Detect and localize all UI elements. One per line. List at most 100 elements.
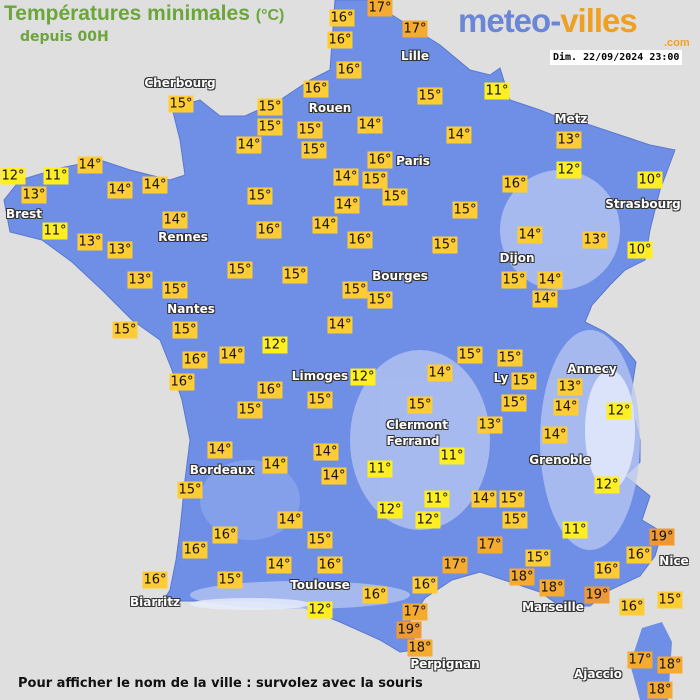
temperature-label[interactable]: 19° bbox=[649, 528, 675, 546]
temperature-label[interactable]: 15° bbox=[168, 95, 194, 113]
temperature-label[interactable]: 13° bbox=[77, 233, 103, 251]
temperature-label[interactable]: 15° bbox=[502, 511, 528, 529]
temperature-label[interactable]: 15° bbox=[499, 490, 525, 508]
temperature-label[interactable]: 14° bbox=[553, 398, 579, 416]
temperature-label[interactable]: 15° bbox=[112, 321, 138, 339]
temperature-label[interactable]: 12° bbox=[377, 501, 403, 519]
temperature-label[interactable]: 14° bbox=[532, 290, 558, 308]
temperature-label[interactable]: 15° bbox=[432, 236, 458, 254]
temperature-label[interactable]: 16° bbox=[142, 571, 168, 589]
temperature-label[interactable]: 15° bbox=[172, 321, 198, 339]
temperature-label[interactable]: 13° bbox=[556, 131, 582, 149]
temperature-label[interactable]: 18° bbox=[407, 639, 433, 657]
temperature-label[interactable]: 14° bbox=[427, 364, 453, 382]
temperature-label[interactable]: 16° bbox=[317, 556, 343, 574]
temperature-label[interactable]: 16° bbox=[626, 546, 652, 564]
temperature-label[interactable]: 15° bbox=[257, 118, 283, 136]
temperature-label[interactable]: 15° bbox=[407, 396, 433, 414]
temperature-label[interactable]: 13° bbox=[557, 378, 583, 396]
temperature-label[interactable]: 14° bbox=[262, 456, 288, 474]
temperature-label[interactable]: 13° bbox=[107, 241, 133, 259]
temperature-label[interactable]: 15° bbox=[297, 121, 323, 139]
temperature-label[interactable]: 14° bbox=[219, 346, 245, 364]
temperature-label[interactable]: 15° bbox=[301, 141, 327, 159]
temperature-label[interactable]: 15° bbox=[227, 261, 253, 279]
temperature-label[interactable]: 16° bbox=[336, 61, 362, 79]
temperature-label[interactable]: 12° bbox=[262, 336, 288, 354]
temperature-label[interactable]: 11° bbox=[439, 447, 465, 465]
temperature-label[interactable]: 17° bbox=[627, 651, 653, 669]
temperature-label[interactable]: 12° bbox=[350, 368, 376, 386]
temperature-label[interactable]: 14° bbox=[312, 216, 338, 234]
temperature-label[interactable]: 14° bbox=[77, 156, 103, 174]
temperature-label[interactable]: 14° bbox=[321, 467, 347, 485]
temperature-label[interactable]: 10° bbox=[627, 241, 653, 259]
temperature-label[interactable]: 14° bbox=[162, 211, 188, 229]
temperature-label[interactable]: 16° bbox=[212, 526, 238, 544]
temperature-label[interactable]: 16° bbox=[594, 561, 620, 579]
temperature-label[interactable]: 14° bbox=[327, 316, 353, 334]
temperature-label[interactable]: 14° bbox=[517, 226, 543, 244]
temperature-label[interactable]: 13° bbox=[127, 271, 153, 289]
temperature-label[interactable]: 15° bbox=[282, 266, 308, 284]
temperature-label[interactable]: 16° bbox=[182, 351, 208, 369]
temperature-label[interactable]: 14° bbox=[542, 426, 568, 444]
temperature-label[interactable]: 19° bbox=[584, 586, 610, 604]
temperature-label[interactable]: 12° bbox=[307, 601, 333, 619]
temperature-label[interactable]: 14° bbox=[107, 181, 133, 199]
temperature-label[interactable]: 16° bbox=[169, 373, 195, 391]
temperature-label[interactable]: 19° bbox=[396, 621, 422, 639]
temperature-label[interactable]: 16° bbox=[367, 151, 393, 169]
temperature-label[interactable]: 15° bbox=[307, 531, 333, 549]
temperature-label[interactable]: 14° bbox=[446, 126, 472, 144]
logo[interactable]: meteo-villes bbox=[458, 2, 638, 39]
temperature-label[interactable]: 17° bbox=[477, 536, 503, 554]
temperature-label[interactable]: 14° bbox=[142, 176, 168, 194]
temperature-label[interactable]: 14° bbox=[471, 490, 497, 508]
temperature-label[interactable]: 14° bbox=[357, 116, 383, 134]
temperature-label[interactable]: 17° bbox=[402, 20, 428, 38]
temperature-label[interactable]: 10° bbox=[637, 171, 663, 189]
temperature-label[interactable]: 16° bbox=[303, 80, 329, 98]
temperature-label[interactable]: 15° bbox=[497, 349, 523, 367]
temperature-label[interactable]: 18° bbox=[509, 568, 535, 586]
temperature-label[interactable]: 18° bbox=[657, 656, 683, 674]
temperature-label[interactable]: 16° bbox=[329, 9, 355, 27]
temperature-label[interactable]: 16° bbox=[257, 381, 283, 399]
temperature-label[interactable]: 13° bbox=[21, 186, 47, 204]
temperature-label[interactable]: 11° bbox=[484, 82, 510, 100]
temperature-label[interactable]: 13° bbox=[477, 416, 503, 434]
temperature-label[interactable]: 16° bbox=[182, 541, 208, 559]
temperature-label[interactable]: 15° bbox=[237, 401, 263, 419]
temperature-label[interactable]: 15° bbox=[457, 346, 483, 364]
temperature-label[interactable]: 11° bbox=[43, 167, 69, 185]
temperature-label[interactable]: 14° bbox=[236, 136, 262, 154]
temperature-label[interactable]: 14° bbox=[266, 556, 292, 574]
temperature-label[interactable]: 11° bbox=[42, 222, 68, 240]
temperature-label[interactable]: 16° bbox=[327, 31, 353, 49]
temperature-label[interactable]: 12° bbox=[606, 402, 632, 420]
temperature-label[interactable]: 11° bbox=[562, 521, 588, 539]
temperature-label[interactable]: 12° bbox=[0, 167, 26, 185]
temperature-label[interactable]: 15° bbox=[217, 571, 243, 589]
temperature-label[interactable]: 16° bbox=[412, 576, 438, 594]
temperature-label[interactable]: 14° bbox=[313, 443, 339, 461]
temperature-label[interactable]: 17° bbox=[367, 0, 393, 17]
temperature-label[interactable]: 14° bbox=[207, 441, 233, 459]
temperature-label[interactable]: 18° bbox=[539, 579, 565, 597]
temperature-label[interactable]: 15° bbox=[657, 591, 683, 609]
temperature-label[interactable]: 15° bbox=[362, 171, 388, 189]
temperature-label[interactable]: 16° bbox=[256, 221, 282, 239]
temperature-label[interactable]: 15° bbox=[367, 291, 393, 309]
temperature-label[interactable]: 15° bbox=[501, 271, 527, 289]
logo-suffix[interactable]: .com bbox=[664, 37, 690, 49]
temperature-label[interactable]: 11° bbox=[367, 460, 393, 478]
temperature-label[interactable]: 14° bbox=[334, 196, 360, 214]
temperature-label[interactable]: 14° bbox=[537, 271, 563, 289]
temperature-label[interactable]: 16° bbox=[347, 231, 373, 249]
temperature-label[interactable]: 15° bbox=[525, 549, 551, 567]
temperature-label[interactable]: 17° bbox=[402, 603, 428, 621]
temperature-label[interactable]: 12° bbox=[556, 161, 582, 179]
temperature-label[interactable]: 16° bbox=[362, 586, 388, 604]
temperature-label[interactable]: 15° bbox=[247, 187, 273, 205]
